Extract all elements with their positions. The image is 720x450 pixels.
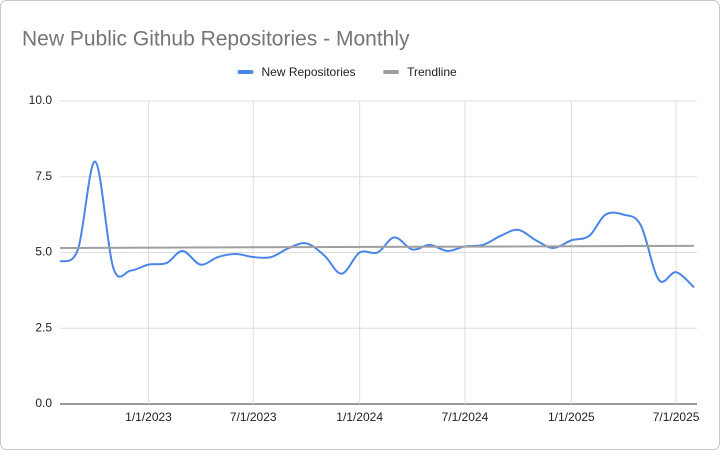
y-tick-label: 7.5 — [35, 169, 52, 183]
x-tick-label: 7/1/2024 — [442, 410, 489, 424]
x-tick-label: 1/1/2025 — [548, 410, 595, 424]
x-tick-label: 7/1/2025 — [653, 410, 700, 424]
legend-swatch — [237, 70, 254, 74]
legend-swatch — [383, 70, 400, 74]
y-tick-label: 5.0 — [35, 245, 52, 259]
x-tick-label: 7/1/2023 — [230, 410, 277, 424]
x-tick-label: 1/1/2024 — [336, 410, 383, 424]
legend-label: New Repositories — [262, 65, 356, 79]
y-tick-label: 2.5 — [35, 320, 52, 334]
series-line — [59, 160, 695, 289]
series-line — [59, 244, 695, 249]
legend-label: Trendline — [407, 65, 457, 79]
x-tick-label: 1/1/2023 — [125, 410, 172, 424]
chart-title: New Public Github Repositories - Monthly — [22, 28, 410, 51]
y-tick-label: 0.0 — [35, 396, 52, 410]
y-tick-label: 10.0 — [29, 93, 53, 107]
